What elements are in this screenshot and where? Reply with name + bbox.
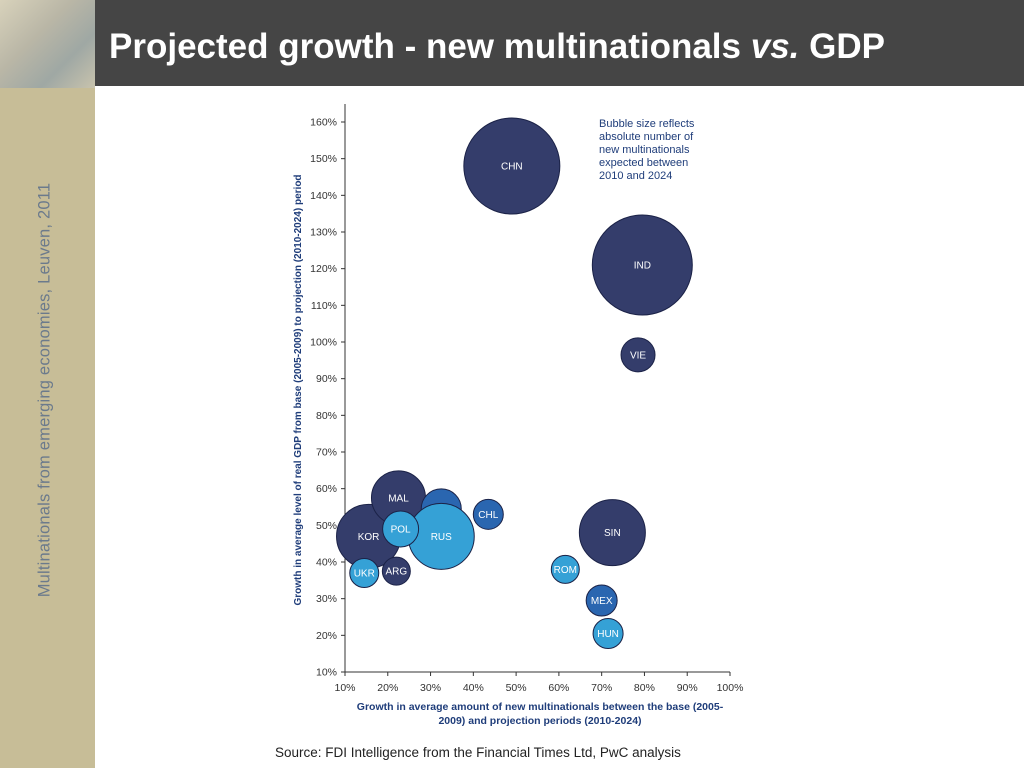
x-tick-label: 40% xyxy=(463,682,484,694)
y-tick-label: 50% xyxy=(316,520,337,532)
bubble-arg xyxy=(381,556,411,586)
y-tick-label: 20% xyxy=(316,630,337,642)
x-tick-label: 90% xyxy=(677,682,698,694)
bubble-hun xyxy=(592,618,624,649)
y-tick-label: 110% xyxy=(311,300,337,312)
bubble-label-pol: POL xyxy=(391,525,411,536)
bubble-vie xyxy=(620,337,656,373)
bubble-chn xyxy=(463,117,561,215)
chart-note-line: absolute number of xyxy=(599,131,694,143)
x-tick-label: 60% xyxy=(548,682,569,694)
y-tick-label: 100% xyxy=(310,337,337,349)
sidebar: Multinationals from emerging economies, … xyxy=(0,0,95,768)
bubble-pol xyxy=(382,510,420,548)
y-tick-label: 10% xyxy=(316,667,337,679)
title-main: Projected growth - new multinationals xyxy=(109,27,751,66)
title-bar: Projected growth - new multinationals vs… xyxy=(95,0,1024,86)
bubble-label-chl: CHL xyxy=(478,510,498,521)
bubble-label-mex: MEX xyxy=(591,596,613,607)
bubble-mex xyxy=(585,584,618,617)
bubble-rom xyxy=(550,554,580,584)
chart-note-line: expected between xyxy=(599,157,688,169)
bubble-label-arg: ARG xyxy=(385,567,407,578)
y-tick-label: 40% xyxy=(316,557,337,569)
x-tick-label: 70% xyxy=(591,682,612,694)
y-tick-label: 60% xyxy=(316,483,337,495)
y-tick-label: 30% xyxy=(316,593,337,605)
x-tick-label: 20% xyxy=(377,682,398,694)
x-tick-label: 80% xyxy=(634,682,655,694)
bubble-label-mal: MAL xyxy=(388,493,409,504)
y-tick-label: 90% xyxy=(316,373,337,385)
x-axis-label-line1: Growth in average amount of new multinat… xyxy=(357,701,724,713)
y-axis-label: Growth in average level of real GDP from… xyxy=(293,174,304,605)
bubble-label-ukr: UKR xyxy=(354,569,375,580)
bubble-ukr xyxy=(349,558,380,588)
chart-note-line: Bubble size reflects xyxy=(599,118,695,130)
x-tick-label: 30% xyxy=(420,682,441,694)
x-tick-label: 50% xyxy=(506,682,527,694)
bubble-label-ind: IND xyxy=(634,261,651,272)
bubble-label-hun: HUN xyxy=(597,629,619,640)
chart-note-line: new multinationals xyxy=(599,144,690,156)
bubble-label-rus: RUS xyxy=(431,532,452,543)
x-axis-label-line2: 2009) and projection periods (2010-2024) xyxy=(438,715,641,727)
x-tick-label: 100% xyxy=(717,682,744,694)
bubble-label-rom: ROM xyxy=(554,565,577,576)
bubble-sin xyxy=(578,499,646,567)
bubble-ind xyxy=(591,214,693,316)
y-tick-label: 130% xyxy=(310,227,337,239)
title-vs: vs. xyxy=(750,27,800,66)
x-tick-label: 10% xyxy=(334,682,355,694)
bubble-label-sin: SIN xyxy=(604,528,621,539)
y-tick-label: 150% xyxy=(310,153,337,165)
map-thumbnail xyxy=(0,0,95,88)
bubble-label-kor: KOR xyxy=(358,532,380,543)
y-tick-label: 160% xyxy=(310,117,337,129)
slide-title: Projected growth - new multinationals vs… xyxy=(109,29,885,64)
y-tick-label: 70% xyxy=(316,447,337,459)
y-tick-label: 80% xyxy=(316,410,337,422)
y-tick-label: 120% xyxy=(310,263,337,275)
bubble-label-vie: VIE xyxy=(630,350,646,361)
y-tick-label: 140% xyxy=(310,190,337,202)
bubble-chl xyxy=(472,498,504,530)
title-end: GDP xyxy=(799,27,885,66)
source-note: Source: FDI Intelligence from the Financ… xyxy=(275,745,681,760)
chart-note-line: 2010 and 2024 xyxy=(599,170,672,182)
bubble-label-chn: CHN xyxy=(501,162,523,173)
